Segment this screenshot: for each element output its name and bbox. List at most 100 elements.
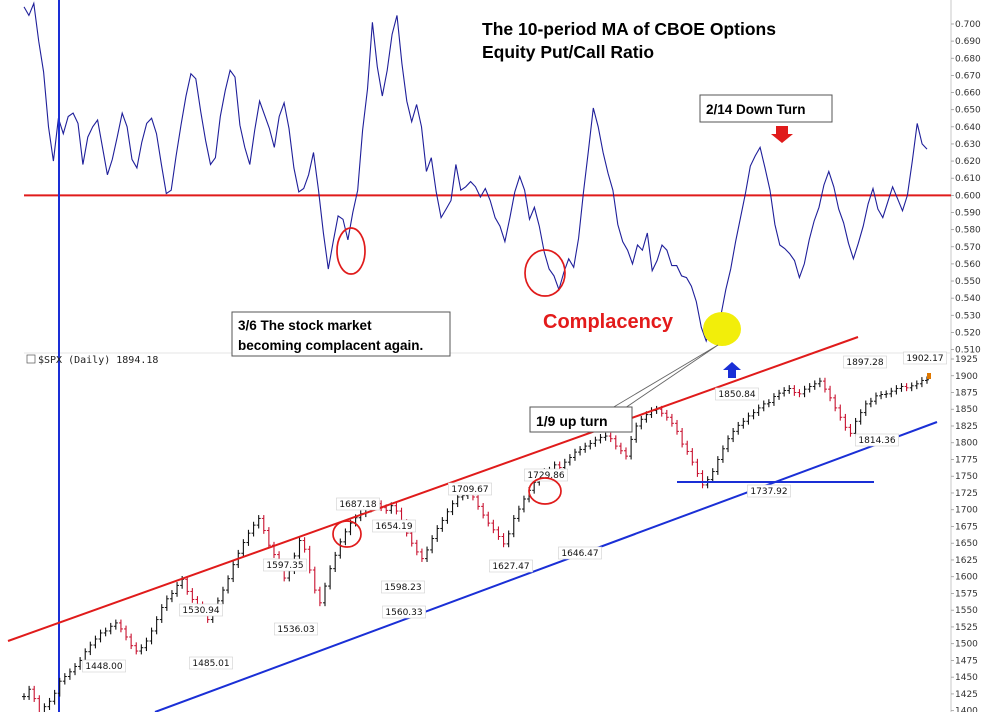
spx-bar [124, 625, 129, 641]
spx-bar [695, 458, 700, 477]
spx-bar [675, 419, 680, 435]
spx-bar [899, 383, 904, 392]
spx-bar [190, 588, 195, 603]
last-price-marker [927, 373, 931, 379]
spx-bar [761, 400, 766, 412]
price-label: 1448.00 [82, 659, 126, 673]
spx-tick-label: 1725 [955, 489, 978, 499]
spx-bar [27, 685, 32, 700]
spx-bar [608, 432, 613, 443]
spx-axis-ticks: 1925 1900 1875 1850 1825 1800 1775 1750 1725 1700… [951, 355, 978, 712]
spx-bar [680, 428, 685, 448]
spx-bar [583, 442, 588, 453]
spx-bar [220, 586, 225, 605]
spx-bar [328, 565, 333, 590]
down-arrow-icon [771, 126, 793, 143]
ratio-tick-label: 0.590 [955, 208, 981, 218]
ratio-tick-label: 0.640 [955, 123, 981, 133]
spx-tick-label: 1625 [955, 556, 978, 566]
spx-bar [164, 595, 169, 611]
spx-bar [909, 382, 914, 392]
spx-bar [756, 404, 761, 416]
spx-bar [838, 404, 843, 421]
ratio-tick-label: 0.560 [955, 260, 981, 270]
spx-bar [323, 582, 327, 607]
ratio-tick-label: 0.550 [955, 277, 981, 287]
price-label: 1598.23 [381, 580, 425, 594]
spx-bar [312, 566, 317, 594]
spx-bar [414, 539, 419, 556]
spx-bar [624, 447, 628, 460]
spx-bar [588, 440, 593, 450]
spx-tick-label: 1875 [955, 389, 978, 399]
put-call-ratio-series [23, 1, 928, 343]
spx-bar [169, 590, 174, 603]
spx-tick-label: 1800 [955, 439, 978, 449]
price-label: 1729.86 [524, 468, 568, 482]
spx-tick-label: 1400 [955, 707, 978, 712]
price-label: 1850.84 [715, 387, 759, 401]
spx-bar [241, 539, 246, 557]
spx-bar [37, 695, 40, 712]
spx-tick-label: 1550 [955, 606, 978, 616]
spx-tick-label: 1575 [955, 589, 978, 599]
spx-logo-mark [26, 354, 36, 364]
spx-bar [858, 409, 863, 425]
spx-bar [108, 622, 113, 635]
spx-bar [613, 435, 618, 450]
spx-bar [873, 392, 878, 405]
price-label: 1687.18 [336, 497, 380, 511]
spx-bar [455, 493, 460, 508]
up-turn-callout: 1/9 up turn [536, 413, 608, 429]
ratio-tick-label: 0.600 [955, 191, 981, 201]
spx-bar [736, 421, 741, 435]
price-label-text: 1530.94 [182, 606, 219, 616]
spx-bar [129, 633, 134, 650]
spx-bar [741, 417, 746, 429]
spx-bar [394, 502, 399, 515]
upper-trend-channel [7, 336, 859, 642]
spx-bar [894, 385, 899, 395]
complacent-callout-box [231, 311, 451, 357]
price-labels: 1448.00 1530.94 1485.01 1597.35 1536.03 1687.… [82, 351, 947, 673]
spx-bar [251, 521, 256, 537]
spx-bar [307, 545, 312, 574]
ratio-tick-label: 0.540 [955, 294, 981, 304]
price-label-text: 1897.28 [846, 358, 883, 368]
spx-bar [879, 391, 884, 400]
spx-tick-label: 1850 [955, 405, 978, 415]
spx-bar [771, 393, 776, 406]
spx-tick-label: 1475 [955, 656, 978, 666]
spx-bar [618, 442, 623, 455]
spx-bar [782, 387, 787, 397]
price-label-text: 1737.92 [750, 487, 787, 497]
spx-bar [445, 508, 450, 524]
spx-bar [261, 515, 266, 534]
spx-bar [904, 383, 909, 392]
spx-bar [792, 385, 797, 396]
price-label-text: 1687.18 [339, 500, 376, 510]
price-label-text: 1448.00 [85, 662, 122, 672]
spx-bar [720, 445, 725, 463]
spx-bar [919, 377, 924, 388]
spx-bar [787, 385, 792, 394]
ratio-tick-label: 0.570 [955, 243, 981, 253]
spx-bar [853, 417, 858, 437]
circle-annotation-upper-1 [336, 227, 366, 275]
spx-tick-label: 1825 [955, 422, 978, 432]
circle-annotation-upper-2 [524, 249, 566, 297]
price-label-text: 1627.47 [492, 562, 529, 572]
spx-bar [807, 383, 812, 393]
spx-bar [828, 385, 833, 402]
lower-trend-channel [154, 421, 938, 712]
ratio-tick-label: 0.680 [955, 54, 981, 64]
price-label: 1902.17 [903, 351, 947, 365]
price-label-text: 1709.67 [451, 485, 488, 495]
spx-bar [430, 535, 435, 554]
spx-tick-label: 1900 [955, 372, 978, 382]
spx-tick-label: 1425 [955, 690, 978, 700]
spx-bar [435, 525, 440, 542]
spx-bar [889, 387, 894, 398]
annotations: The 10-period MA of CBOE Options Equity … [231, 19, 833, 548]
price-label-text: 1850.84 [718, 390, 755, 400]
